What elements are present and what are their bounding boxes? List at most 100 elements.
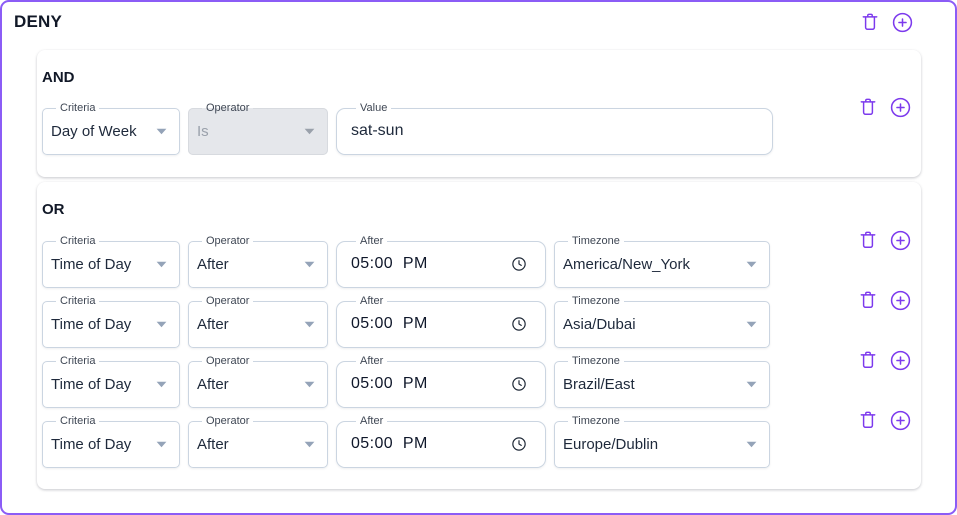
time-label: After [360, 355, 384, 367]
operator-value: Is [197, 122, 209, 140]
caret-down-icon [304, 381, 315, 387]
plus-circle-icon [892, 12, 912, 32]
criteria-value: Time of Day [51, 435, 132, 453]
operator-label: Operator [206, 235, 250, 247]
delete-condition-button[interactable] [856, 348, 880, 372]
criteria-select[interactable]: Criteria Day of Week [42, 102, 180, 155]
time-value: 05:00 PM [351, 375, 428, 392]
operator-value: After [197, 255, 229, 273]
operator-label: Operator [206, 415, 250, 427]
add-condition-button[interactable] [888, 408, 912, 432]
timezone-value: America/New_York [563, 255, 690, 273]
criteria-select[interactable]: Criteria Time of Day [42, 295, 180, 348]
caret-down-icon [156, 128, 167, 134]
timezone-label: Timezone [572, 235, 620, 247]
timezone-select[interactable]: Timezone Brazil/East [554, 355, 770, 408]
time-input[interactable]: After 05:00 PM [336, 355, 546, 408]
and-row-actions [856, 95, 912, 119]
clock-icon[interactable] [510, 315, 528, 333]
caret-down-icon [746, 381, 757, 387]
rule-actions [858, 10, 914, 34]
timezone-label: Timezone [572, 295, 620, 307]
add-rule-button[interactable] [890, 10, 914, 34]
caret-down-icon [746, 321, 757, 327]
or-condition-row: Criteria Time of Day Operator After Afte… [42, 230, 912, 288]
value-text: sat-sun [351, 122, 404, 139]
timezone-label: Timezone [572, 415, 620, 427]
operator-select[interactable]: Operator After [188, 355, 328, 408]
delete-condition-button[interactable] [856, 288, 880, 312]
caret-down-icon [304, 441, 315, 447]
add-condition-button[interactable] [888, 228, 912, 252]
plus-circle-icon [890, 350, 910, 370]
time-value: 05:00 PM [351, 435, 428, 452]
and-group-title: AND [42, 69, 75, 86]
or-row-actions [856, 228, 912, 252]
operator-label: Operator [206, 102, 250, 114]
add-condition-button[interactable] [888, 348, 912, 372]
criteria-select[interactable]: Criteria Time of Day [42, 235, 180, 288]
rule-header: DENY [2, 2, 955, 34]
criteria-label: Criteria [60, 235, 96, 247]
and-condition-row: Criteria Day of Week Operator Is Value s… [42, 97, 912, 155]
caret-down-icon [156, 381, 167, 387]
time-input[interactable]: After 05:00 PM [336, 415, 546, 468]
caret-down-icon [746, 261, 757, 267]
caret-down-icon [304, 321, 315, 327]
and-group-card: AND Criteria Day of Week Operator Is Val… [37, 50, 921, 177]
caret-down-icon [156, 321, 167, 327]
time-value: 05:00 PM [351, 315, 428, 332]
or-row-actions [856, 288, 912, 312]
delete-condition-button[interactable] [856, 228, 880, 252]
time-label: After [360, 235, 384, 247]
trash-icon [860, 411, 876, 428]
or-row-actions [856, 348, 912, 372]
caret-down-icon [304, 128, 315, 134]
operator-value: After [197, 375, 229, 393]
delete-condition-button[interactable] [856, 95, 880, 119]
or-condition-row: Criteria Time of Day Operator After Afte… [42, 290, 912, 348]
operator-label: Operator [206, 355, 250, 367]
caret-down-icon [304, 261, 315, 267]
or-row-actions [856, 408, 912, 432]
plus-circle-icon [890, 230, 910, 250]
criteria-select[interactable]: Criteria Time of Day [42, 415, 180, 468]
or-group-card: OR Criteria Time of Day Operator After A… [37, 182, 921, 489]
value-input[interactable]: Value sat-sun [336, 102, 773, 155]
delete-condition-button[interactable] [856, 408, 880, 432]
criteria-value: Day of Week [51, 122, 137, 140]
trash-icon [860, 231, 876, 248]
timezone-label: Timezone [572, 355, 620, 367]
criteria-label: Criteria [60, 415, 96, 427]
caret-down-icon [156, 261, 167, 267]
criteria-value: Time of Day [51, 255, 132, 273]
timezone-select[interactable]: Timezone America/New_York [554, 235, 770, 288]
delete-rule-button[interactable] [858, 10, 882, 34]
timezone-select[interactable]: Timezone Europe/Dublin [554, 415, 770, 468]
timezone-select[interactable]: Timezone Asia/Dubai [554, 295, 770, 348]
criteria-value: Time of Day [51, 375, 132, 393]
operator-select-disabled: Operator Is [188, 102, 328, 155]
or-group-title: OR [42, 201, 65, 218]
plus-circle-icon [890, 97, 910, 117]
clock-icon[interactable] [510, 375, 528, 393]
time-input[interactable]: After 05:00 PM [336, 235, 546, 288]
timezone-value: Asia/Dubai [563, 315, 636, 333]
add-condition-button[interactable] [888, 95, 912, 119]
add-condition-button[interactable] [888, 288, 912, 312]
clock-icon[interactable] [510, 255, 528, 273]
trash-icon [862, 13, 878, 30]
operator-select[interactable]: Operator After [188, 295, 328, 348]
criteria-label: Criteria [60, 355, 96, 367]
operator-value: After [197, 435, 229, 453]
time-input[interactable]: After 05:00 PM [336, 295, 546, 348]
trash-icon [860, 351, 876, 368]
operator-value: After [197, 315, 229, 333]
operator-select[interactable]: Operator After [188, 235, 328, 288]
operator-select[interactable]: Operator After [188, 415, 328, 468]
clock-icon[interactable] [510, 435, 528, 453]
criteria-select[interactable]: Criteria Time of Day [42, 355, 180, 408]
criteria-value: Time of Day [51, 315, 132, 333]
timezone-value: Brazil/East [563, 375, 635, 393]
